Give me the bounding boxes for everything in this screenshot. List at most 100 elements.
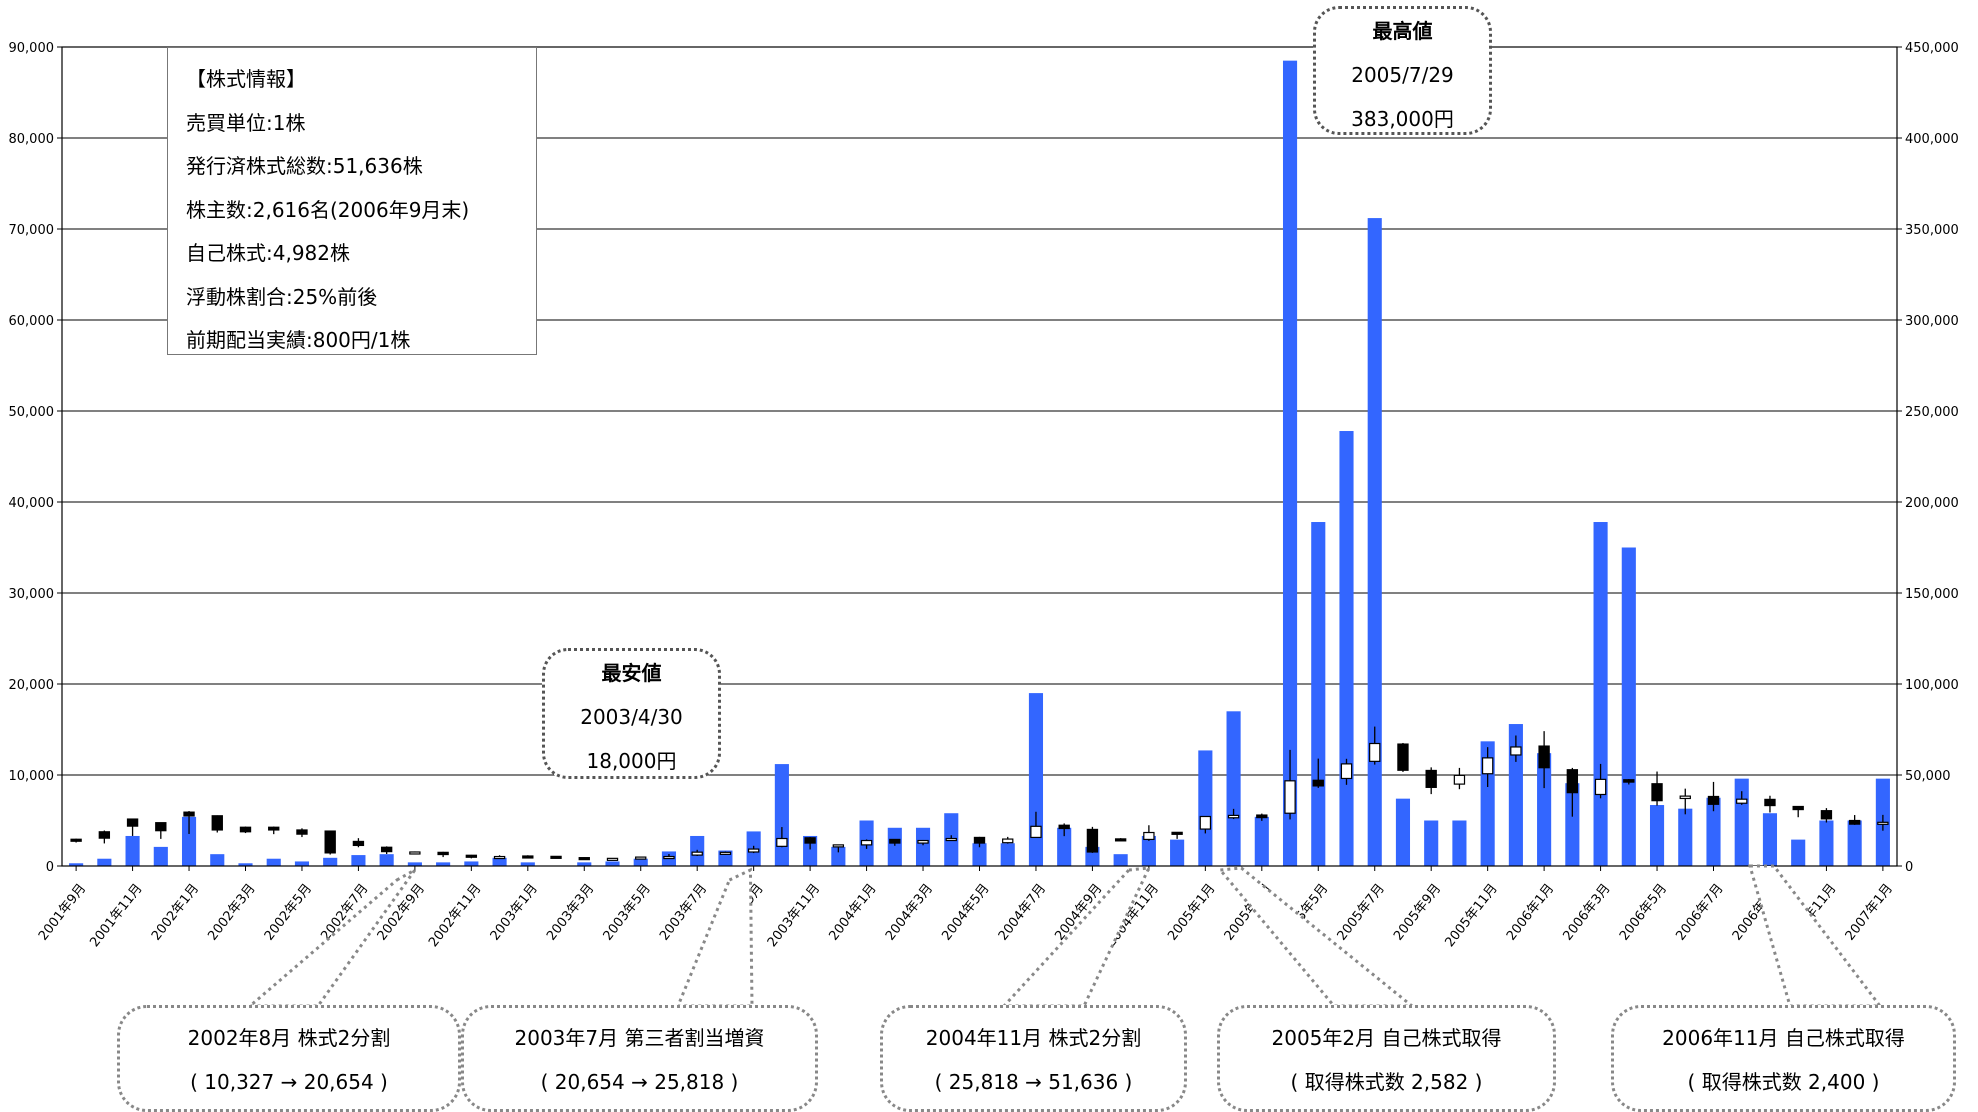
x-tick-label: 2003年1月 <box>488 881 541 943</box>
left-tick-label: 80,000 <box>9 132 55 147</box>
callout-pointer <box>1747 864 1884 1008</box>
x-tick-label: 2002年11月 <box>426 881 484 950</box>
candle-body <box>1199 815 1212 830</box>
candle-body <box>1510 746 1522 756</box>
callout-pointer <box>1000 866 1152 1008</box>
candle-body <box>606 857 619 861</box>
candle-body <box>1764 798 1776 807</box>
candle-body <box>1820 810 1833 820</box>
info-float-ratio: 浮動株割合:25%前後 <box>186 284 378 309</box>
x-tick-label: 2003年3月 <box>544 881 597 943</box>
candle-body <box>1312 779 1324 787</box>
candle-body <box>522 855 534 859</box>
candle-body <box>1566 769 1579 794</box>
candle-body <box>917 839 929 844</box>
x-tick-label: 2002年1月 <box>149 881 202 943</box>
volume-bar <box>1791 839 1806 866</box>
event-2005-buyback: 2005年2月 自己株式取得 ( 取得株式数 2,582 ) <box>1217 1005 1556 1112</box>
candle-body <box>1453 774 1466 785</box>
event-2003-allotment: 2003年7月 第三者割当増資 ( 20,654 → 25,818 ) <box>461 1005 818 1112</box>
volume-bar <box>1198 750 1213 866</box>
event-title: 2006年11月 自己株式取得 <box>1662 1026 1905 1050</box>
volume-bar <box>972 843 987 866</box>
volume-bar <box>1113 854 1128 866</box>
event-2006-buyback: 2006年11月 自己株式取得 ( 取得株式数 2,400 ) <box>1611 1005 1956 1112</box>
event-2002-split: 2002年8月 株式2分割 ( 10,327 → 20,654 ) <box>117 1005 461 1112</box>
candle-body <box>324 830 336 854</box>
volume-bar <box>887 827 902 866</box>
candle-body <box>126 818 139 827</box>
candle-body <box>804 837 816 844</box>
x-tick-label: 2001年11月 <box>87 881 145 950</box>
candle-body <box>465 854 478 858</box>
high-price-callout: 最高値 2005/7/29 383,000円 <box>1313 6 1492 135</box>
volume-bar <box>1057 827 1072 866</box>
candle-body <box>889 838 901 844</box>
low-price-callout: 最安値 2003/4/30 18,000円 <box>542 648 721 779</box>
candle-body <box>1284 780 1296 814</box>
x-tick-label: 2005年11月 <box>1442 881 1500 950</box>
volume-bar <box>1000 843 1015 866</box>
x-tick-label: 2004年3月 <box>883 881 936 943</box>
right-tick-label: 250,000 <box>1905 405 1959 420</box>
volume-bar <box>1170 839 1185 866</box>
volume-bar <box>1537 753 1552 866</box>
x-tick-label: 2005年7月 <box>1335 881 1388 943</box>
low-date: 2003/4/30 <box>580 705 683 729</box>
volume-bar <box>1395 798 1411 866</box>
volume-bar <box>1565 783 1580 866</box>
event-title: 2004年11月 株式2分割 <box>925 1026 1142 1050</box>
volume-bar <box>1226 711 1241 866</box>
x-tick-label: 2006年7月 <box>1673 881 1726 943</box>
right-tick-label: 100,000 <box>1905 678 1959 693</box>
candle-body <box>1143 831 1155 841</box>
info-treasury-stock: 自己株式:4,982株 <box>186 241 350 265</box>
candle-body <box>1227 814 1240 819</box>
x-tick-label: 2003年5月 <box>601 881 654 943</box>
right-tick-label: 400,000 <box>1905 132 1959 147</box>
volume-bar <box>294 861 310 866</box>
right-tick-label: 300,000 <box>1905 314 1959 329</box>
x-tick-label: 2004年7月 <box>996 881 1049 943</box>
volume-bar <box>1706 797 1721 866</box>
volume-bar <box>238 863 253 866</box>
volume-bar <box>351 855 366 866</box>
volume-bar <box>915 827 931 866</box>
candle-body <box>1538 745 1550 769</box>
volume-bar <box>1508 724 1523 866</box>
x-tick-label: 2005年1月 <box>1165 881 1218 943</box>
candle-body <box>352 840 365 847</box>
volume-bar <box>1621 547 1636 866</box>
volume-bar <box>266 858 281 866</box>
volume-bar <box>210 854 225 866</box>
volume-bar <box>464 861 479 866</box>
candle-body <box>719 851 732 855</box>
candle-body <box>1707 795 1720 805</box>
right-tick-label: 200,000 <box>1905 496 1959 511</box>
candle-body <box>1651 783 1663 802</box>
event-title: 2005年2月 自己株式取得 <box>1271 1026 1502 1050</box>
candle-body <box>239 826 252 833</box>
candle-body <box>155 822 167 832</box>
volume-bar <box>436 862 451 866</box>
low-label: 最安値 <box>601 661 662 685</box>
candle-body <box>268 826 280 831</box>
candle-body <box>1481 757 1494 775</box>
candle-body <box>1369 742 1381 762</box>
x-tick-label: 2001年9月 <box>36 881 89 943</box>
candle-body <box>635 856 647 860</box>
candle-body <box>437 851 449 856</box>
right-tick-label: 50,000 <box>1905 769 1951 784</box>
candle-body <box>945 837 957 842</box>
x-tick-label: 2004年5月 <box>939 881 992 943</box>
event-2004-split: 2004年11月 株式2分割 ( 25,818 → 51,636 ) <box>880 1005 1187 1112</box>
x-tick-label: 2006年1月 <box>1504 881 1557 943</box>
left-tick-label: 0 <box>46 860 54 875</box>
candle-body <box>409 851 421 855</box>
volume-bar <box>125 835 140 866</box>
event-detail: ( 10,327 → 20,654 ) <box>190 1070 388 1094</box>
candle-body <box>1736 798 1748 804</box>
candle-body <box>550 855 562 859</box>
callout-pointer <box>675 867 754 1008</box>
candle-body <box>1877 821 1889 825</box>
